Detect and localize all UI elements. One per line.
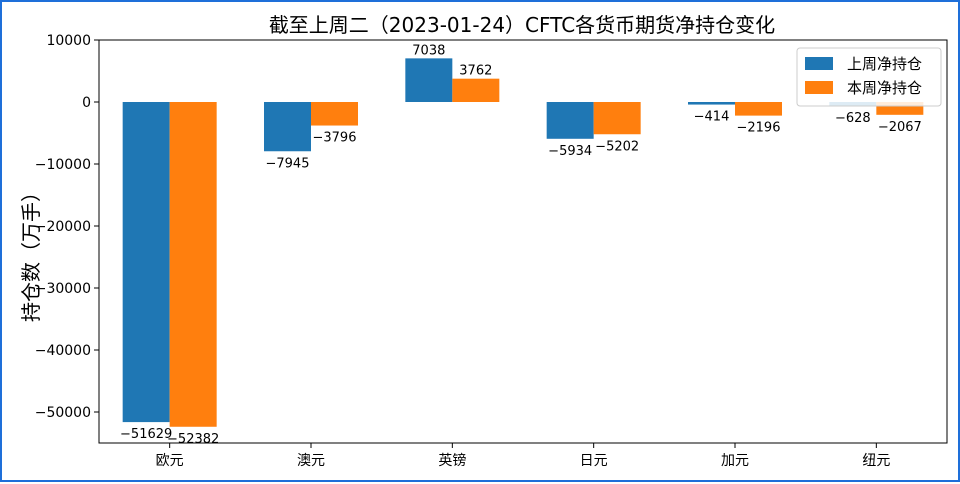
y-tick-label: 0 bbox=[82, 95, 91, 111]
legend-swatch-0 bbox=[805, 57, 833, 70]
data-label-this-week: −2067 bbox=[878, 120, 922, 135]
data-label-this-week: −2196 bbox=[737, 121, 781, 136]
data-label-last-week: −628 bbox=[835, 111, 871, 126]
x-tick-label: 纽元 bbox=[862, 453, 890, 469]
bar-this-week-0 bbox=[169, 102, 217, 427]
chart-title: 截至上周二（2023-01-24）CFTC各货币期货净持仓变化 bbox=[269, 13, 775, 37]
y-tick-label: −30000 bbox=[35, 281, 91, 297]
x-tick-label: 英镑 bbox=[438, 452, 466, 469]
bar-this-week-4 bbox=[735, 102, 782, 116]
y-tick-label: −50000 bbox=[35, 405, 91, 421]
x-tick-label: 澳元 bbox=[297, 453, 325, 469]
y-axis-label: 持仓数（万手） bbox=[19, 182, 43, 322]
x-tick-label: 欧元 bbox=[156, 453, 184, 469]
data-label-this-week: −3796 bbox=[313, 131, 357, 146]
data-label-this-week: −5202 bbox=[595, 139, 639, 154]
y-tick-label: 10000 bbox=[46, 33, 91, 49]
legend-swatch-1 bbox=[805, 81, 833, 94]
data-label-last-week: −7945 bbox=[266, 156, 310, 171]
data-label-last-week: −5934 bbox=[548, 144, 592, 159]
bar-last-week-3 bbox=[546, 102, 594, 139]
x-tick-label: 日元 bbox=[580, 453, 608, 469]
data-label-this-week: 3762 bbox=[459, 64, 492, 79]
bar-last-week-4 bbox=[688, 102, 735, 105]
data-label-this-week: −52382 bbox=[167, 432, 219, 447]
y-tick-label: −10000 bbox=[35, 157, 91, 173]
bar-this-week-1 bbox=[311, 102, 358, 126]
bar-this-week-2 bbox=[452, 78, 500, 102]
legend-label-1: 本周净持仓 bbox=[847, 79, 922, 97]
data-label-last-week: 7038 bbox=[412, 43, 445, 58]
plot-area: 10000 0 −10000 −20000 −30000 −40000 −50000 欧元 −5… bbox=[35, 33, 948, 469]
x-tick-label: 加元 bbox=[721, 453, 749, 469]
bar-last-week-0 bbox=[122, 102, 170, 423]
y-tick-label: −40000 bbox=[35, 343, 91, 359]
bar-this-week-3 bbox=[593, 102, 641, 135]
axes-frame bbox=[98, 39, 948, 444]
bar-last-week-1 bbox=[264, 102, 311, 152]
bar-last-week-2 bbox=[405, 58, 453, 102]
data-label-last-week: −414 bbox=[694, 110, 730, 125]
legend-label-0: 上周净持仓 bbox=[847, 55, 922, 73]
y-tick-label: −20000 bbox=[35, 219, 91, 235]
data-label-last-week: −51629 bbox=[120, 427, 172, 442]
